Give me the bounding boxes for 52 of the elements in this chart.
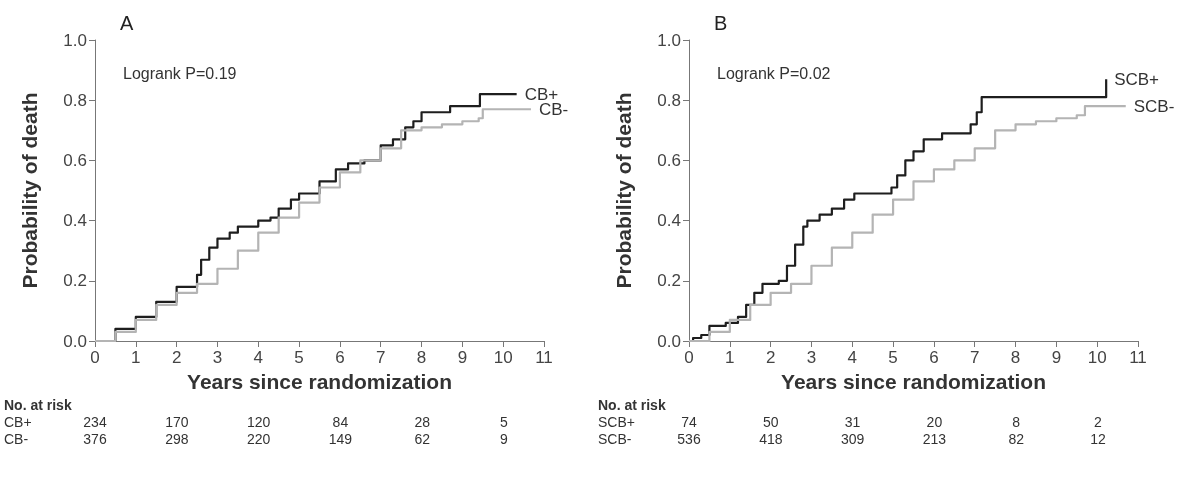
- x-tick-label: 6: [335, 348, 345, 367]
- x-axis-title: Years since randomization: [781, 370, 1046, 393]
- y-tick-label: 0.8: [657, 90, 681, 110]
- y-tick-label: 0.2: [63, 271, 87, 291]
- y-axis-title: Probability of death: [612, 92, 635, 289]
- x-tick-label: 10: [493, 348, 513, 367]
- text: CB- 376 298 220 149 62 9: [4, 431, 508, 447]
- x-tick-label: 2: [171, 348, 182, 367]
- x-tick-label: 10: [1087, 348, 1107, 367]
- y-tick-label: 0.4: [63, 211, 87, 231]
- x-tick-label: 0: [684, 348, 694, 367]
- x-axis-title: Years since randomization: [187, 370, 452, 393]
- x-tick-label: 1: [725, 348, 735, 367]
- x-tick-label: 7: [969, 348, 980, 367]
- text: SCB+ 74 50 31 20 8 2: [598, 414, 1102, 430]
- series-label: SCB-: [1133, 96, 1175, 116]
- y-tick-label: 0.0: [63, 331, 87, 351]
- x-tick-label: 0: [90, 348, 100, 367]
- y-tick-label: 0.8: [63, 90, 87, 110]
- x-tick-label: 6: [929, 348, 939, 367]
- x-tick-label: 4: [847, 348, 858, 367]
- y-tick-label: 0.6: [63, 150, 87, 170]
- x-tick-label: 5: [888, 348, 898, 367]
- x-tick-label: 4: [253, 348, 264, 367]
- y-tick-label: 1.0: [63, 30, 87, 50]
- y-axis-title: Probability of death: [18, 92, 41, 289]
- text: No. at risk: [598, 397, 666, 413]
- text: CB+ 234 170 120 84 28 5: [4, 414, 508, 430]
- x-tick-label: 8: [1010, 348, 1021, 367]
- text: SCB- 536 418 309 213 82 12: [598, 431, 1106, 447]
- annotation: Logrank P=0.19: [123, 64, 237, 82]
- x-tick-label: 7: [375, 348, 386, 367]
- y-tick-label: 0.2: [657, 271, 681, 291]
- x-tick-label: 11: [1129, 348, 1147, 367]
- x-tick-label: 9: [457, 348, 468, 367]
- y-tick-label: 0.4: [657, 211, 681, 231]
- x-tick-label: 3: [212, 348, 223, 367]
- x-tick-label: 8: [416, 348, 427, 367]
- x-tick-label: 2: [765, 348, 776, 367]
- x-tick-label: 5: [294, 348, 304, 367]
- y-tick-label: 1.0: [657, 30, 681, 50]
- annotation: Logrank P=0.02: [717, 64, 831, 82]
- text: No. at risk: [4, 397, 72, 413]
- x-tick-label: 9: [1051, 348, 1062, 367]
- chart-title: A: [120, 12, 134, 34]
- x-tick-label: 1: [131, 348, 141, 367]
- x-tick-label: 3: [806, 348, 817, 367]
- x-tick-label: 11: [535, 348, 553, 367]
- chart-title: B: [714, 12, 728, 34]
- series-label: SCB+: [1114, 69, 1160, 89]
- y-tick-label: 0.0: [657, 331, 681, 351]
- y-tick-label: 0.6: [657, 150, 681, 170]
